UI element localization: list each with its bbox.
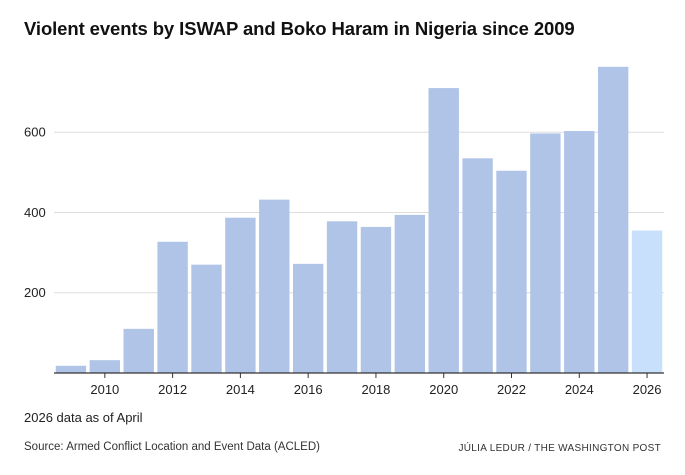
bar-2009 xyxy=(55,365,87,373)
bar-chart: 200 400 600 2010 2012 2014 2016 2018 2020 2022 202… xyxy=(24,66,664,397)
x-tick-label-2022: 2022 xyxy=(497,382,526,397)
bar-2012 xyxy=(157,241,188,373)
axes: 200 400 600 2010 2012 2014 2016 2018 2020 2022 202… xyxy=(24,125,664,397)
x-tick-label-2026: 2026 xyxy=(633,382,662,397)
bar-2013 xyxy=(191,264,222,373)
data-note: 2026 data as of April xyxy=(24,410,143,425)
gridlines xyxy=(54,131,664,294)
bar-2021 xyxy=(462,158,493,373)
bar-2017 xyxy=(326,221,358,373)
bar-2016 xyxy=(292,263,324,373)
bar-2025 xyxy=(597,66,629,374)
bar-2024 xyxy=(564,131,595,373)
bar-2015 xyxy=(259,199,290,373)
credit-line: JÚLIA LEDUR / THE WASHINGTON POST xyxy=(458,443,661,454)
x-tick-label-2010: 2010 xyxy=(90,382,119,397)
bar-2018 xyxy=(360,226,392,373)
x-tick-label-2024: 2024 xyxy=(565,382,594,397)
bar-2026 xyxy=(631,230,663,373)
bars xyxy=(55,66,663,374)
y-tick-label-200: 200 xyxy=(24,285,46,300)
bar-2022 xyxy=(496,170,527,373)
x-tick-label-2020: 2020 xyxy=(429,382,458,397)
y-tick-label-600: 600 xyxy=(24,125,46,140)
bar-2014 xyxy=(225,217,256,373)
x-tick-label-2014: 2014 xyxy=(226,382,255,397)
x-tick-label-2016: 2016 xyxy=(294,382,323,397)
source-line: Source: Armed Conflict Location and Even… xyxy=(24,441,320,453)
x-tick-label-2018: 2018 xyxy=(361,382,390,397)
x-tick-label-2012: 2012 xyxy=(158,382,187,397)
chart-title: Violent events by ISWAP and Boko Haram i… xyxy=(24,18,575,39)
bar-2011 xyxy=(123,328,154,373)
bar-2020 xyxy=(428,88,459,373)
bar-2023 xyxy=(530,133,561,373)
bar-2010 xyxy=(89,360,121,373)
bar-2019 xyxy=(394,214,426,373)
y-tick-label-400: 400 xyxy=(24,205,46,220)
